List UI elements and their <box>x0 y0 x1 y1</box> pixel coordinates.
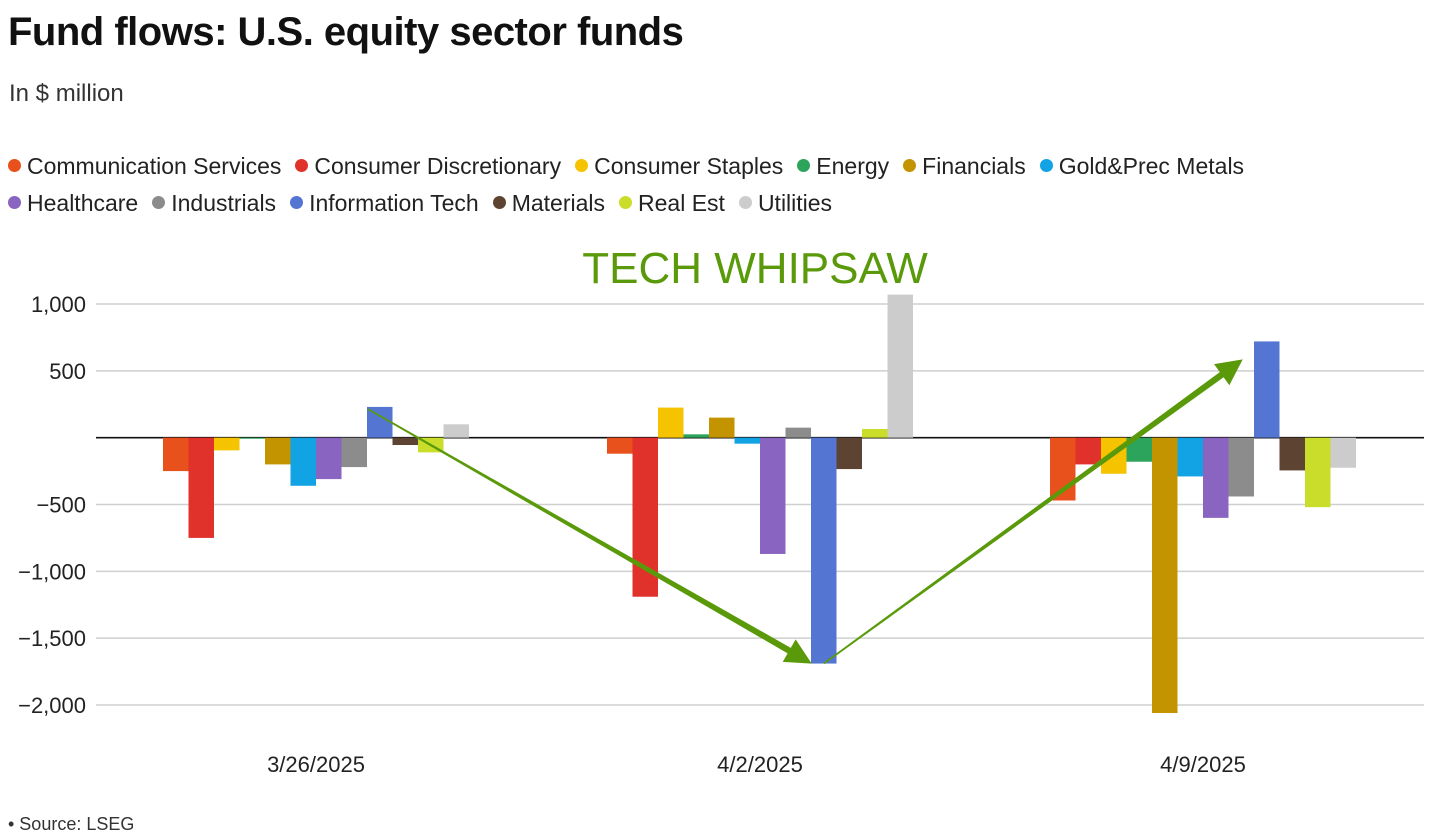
arrow-up-annotation <box>823 359 1243 665</box>
legend-label: Real Est <box>638 190 725 216</box>
y-tick-label: −1,000 <box>18 559 86 584</box>
bar <box>443 424 469 438</box>
bar <box>1075 437 1101 465</box>
bar <box>607 437 633 454</box>
legend-swatch <box>1039 159 1053 173</box>
source-note: • Source: LSEG <box>8 814 135 834</box>
legend-item: Healthcare <box>8 185 138 222</box>
bar <box>392 437 418 446</box>
legend-item: Industrials <box>152 185 276 222</box>
legend-label: Industrials <box>171 190 277 216</box>
legend-swatch <box>903 159 917 173</box>
arrow-down-annotation <box>367 408 812 664</box>
legend-swatch <box>295 159 309 173</box>
bar <box>290 437 316 486</box>
legend-item: Energy <box>797 148 889 185</box>
legend-item: Gold&Prec Metals <box>1039 148 1245 185</box>
legend-label: Information Tech <box>309 190 479 216</box>
bar <box>1305 437 1331 508</box>
bar <box>1279 437 1305 471</box>
bar <box>709 417 735 438</box>
legend-label: Healthcare <box>27 190 139 216</box>
legend-item: Information Tech <box>290 185 479 222</box>
chart-subtitle: In $ million <box>9 80 124 107</box>
legend-swatch <box>152 196 166 210</box>
legend-label: Consumer Discretionary <box>314 153 562 179</box>
bar <box>316 437 342 480</box>
legend-item: Utilities <box>738 185 833 222</box>
legend-item: Materials <box>492 185 605 222</box>
bar <box>862 428 888 438</box>
bar <box>1203 437 1229 518</box>
legend-swatch <box>8 196 21 210</box>
legend-label: Gold&Prec Metals <box>1058 153 1245 179</box>
bar <box>734 437 760 444</box>
legend-label: Consumer Staples <box>594 153 784 179</box>
legend-item: Financials <box>903 148 1026 185</box>
annotation-text: TECH WHIPSAW <box>582 244 928 293</box>
bar <box>367 406 393 438</box>
legend-label: Communication Services <box>27 153 282 179</box>
legend-swatch <box>619 196 632 210</box>
legend-item: Communication Services <box>8 148 281 185</box>
bar <box>214 437 240 451</box>
bar <box>163 437 189 472</box>
legend-item: Consumer Staples <box>575 148 783 185</box>
y-tick-label: 1,000 <box>31 292 86 317</box>
chart-title: Fund flows: U.S. equity sector funds <box>8 10 684 54</box>
bar <box>265 437 291 465</box>
bar <box>683 434 709 438</box>
bar <box>1152 437 1178 714</box>
legend-label: Energy <box>816 153 890 179</box>
bar <box>785 427 811 438</box>
legend-swatch <box>290 196 304 210</box>
bar <box>188 437 214 538</box>
legend-swatch <box>492 196 506 210</box>
bar <box>1254 341 1280 438</box>
legend-swatch <box>8 159 21 173</box>
legend-swatch <box>797 159 811 173</box>
legend-label: Financials <box>922 153 1026 179</box>
bar <box>887 294 913 438</box>
y-tick-label: −2,000 <box>18 693 86 718</box>
bar <box>239 437 265 439</box>
bar <box>658 407 684 438</box>
x-tick-label: 4/9/2025 <box>1160 752 1246 777</box>
bar <box>1228 437 1254 497</box>
x-tick-label: 4/2/2025 <box>717 752 803 777</box>
bar <box>760 437 786 554</box>
legend-swatch <box>575 159 589 173</box>
legend-item: Consumer Discretionary <box>295 148 561 185</box>
legend-label: Materials <box>511 190 605 216</box>
legend-swatch <box>738 196 752 210</box>
y-tick-label: −500 <box>36 493 86 518</box>
bar <box>1330 437 1356 468</box>
chart-legend: Communication Services Consumer Discretio… <box>8 148 1428 222</box>
legend-item: Real Est <box>619 185 725 222</box>
bar <box>1177 437 1203 477</box>
bar <box>341 437 367 468</box>
bar <box>811 437 837 664</box>
bar <box>836 437 862 470</box>
legend-label: Utilities <box>757 190 833 216</box>
y-tick-label: 500 <box>49 359 86 384</box>
y-tick-label: −1,500 <box>18 626 86 651</box>
x-tick-label: 3/26/2025 <box>267 752 365 777</box>
